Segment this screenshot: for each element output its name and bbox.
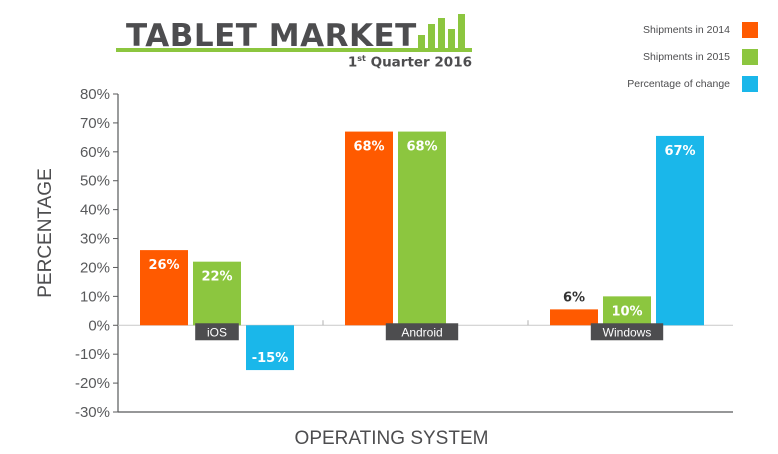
legend-label: Shipments in 2015 [643,50,730,63]
y-tick-label: -10% [75,346,110,363]
title-block: TABLET MARKET 1st Quarter 2016 [116,14,476,76]
y-tick-label: 10% [80,288,110,305]
legend-swatch [742,48,758,65]
data-label: 68% [406,140,437,155]
legend-swatch [742,21,758,38]
bar [398,131,446,326]
y-tick-label: 70% [80,115,110,132]
bar [550,309,598,326]
data-label: 67% [664,144,695,159]
legend-label: Shipments in 2014 [643,23,730,36]
category-label: Android [401,325,442,339]
bar [193,261,241,326]
bar [246,325,294,371]
y-tick-label: 0% [88,317,110,334]
data-label: 10% [611,304,642,319]
y-tick-label: 50% [80,173,110,190]
data-label: -15% [252,351,289,366]
legend-label: Percentage of change [627,77,730,90]
category-tag [385,323,459,341]
bar [140,250,188,326]
data-label: 68% [353,140,384,155]
y-tick-label: 20% [80,259,110,276]
x-axis-title: OPERATING SYSTEM [295,428,489,449]
category-tag [590,323,664,341]
bar [603,296,651,326]
y-tick-label: -20% [75,375,110,392]
bar [656,135,704,326]
y-tick-label: -30% [75,404,110,421]
data-label: 22% [201,270,232,285]
category-label: iOS [207,325,227,339]
data-label: 26% [148,258,179,273]
bar [345,131,393,326]
legend-item-2015: Shipments in 2015 [627,43,758,70]
legend: Shipments in 2014 Shipments in 2015 Perc… [627,16,758,97]
y-tick-label: 30% [80,231,110,248]
legend-swatch [742,75,758,92]
title-underline [116,48,472,52]
category-label: Windows [603,325,652,339]
chart-subtitle: 1st Quarter 2016 [347,54,472,71]
legend-item-2014: Shipments in 2014 [627,16,758,43]
bar-chart-icon [418,14,468,48]
y-axis-title: PERCENTAGE [35,168,56,298]
y-tick-label: 40% [80,202,110,219]
category-tag [195,323,239,341]
y-tick-label: 60% [80,144,110,161]
y-tick-label: 80% [80,86,110,103]
data-label: 6% [563,290,585,305]
legend-item-change: Percentage of change [627,70,758,97]
